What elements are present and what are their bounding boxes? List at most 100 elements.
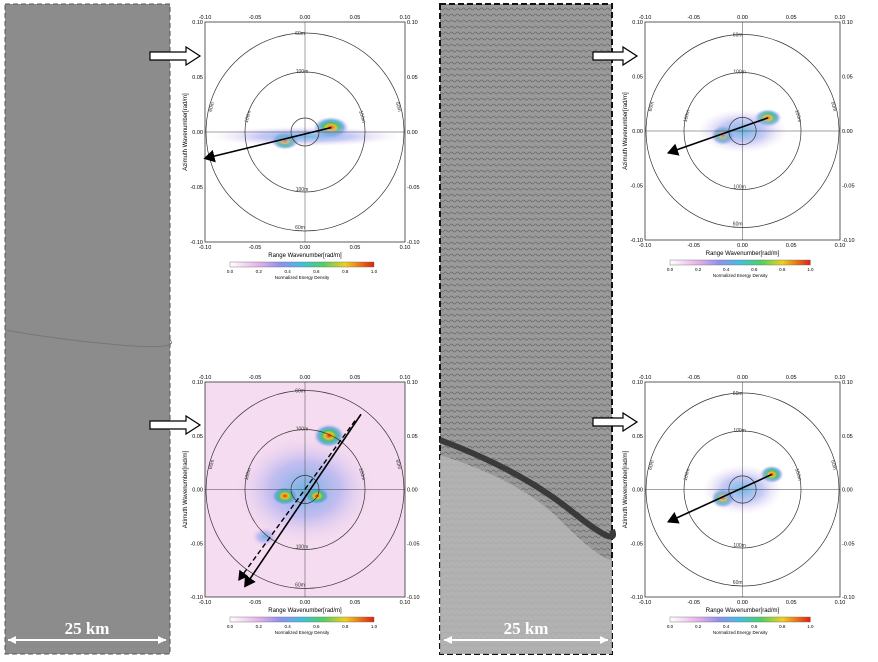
ring-label: 60m — [295, 31, 305, 37]
colorbar-tick: 0.2 — [256, 624, 263, 629]
colorbar-tick: 0.4 — [723, 267, 730, 272]
colorbar-tick: 0.4 — [723, 624, 730, 629]
y-tick-label: -0.05 — [842, 541, 855, 547]
ring-label: 100m — [733, 543, 746, 549]
x-axis-title: Range Wavenumber[rad/m] — [706, 608, 780, 614]
energy-blob — [271, 486, 299, 506]
y-tick-label: 0.00 — [632, 129, 643, 135]
colorbar-tick: 0.4 — [284, 269, 291, 274]
y-tick-label: 0.00 — [192, 130, 203, 136]
y-tick-label: -0.05 — [630, 541, 643, 547]
y-tick-label: 0.05 — [632, 75, 643, 81]
y-tick-label: 0.05 — [407, 75, 418, 81]
scale-label: 25 km — [65, 619, 110, 638]
y-tick-label: 0.10 — [407, 20, 418, 26]
y-tick-label: -0.05 — [630, 184, 643, 190]
x-tick-label: 0.00 — [737, 15, 748, 21]
x-tick-label: -0.05 — [687, 600, 700, 606]
x-tick-label: 0.00 — [300, 245, 311, 251]
y-axis-title: Azimuth Wavenumber[rad/m] — [623, 450, 629, 528]
colorbar — [670, 260, 810, 265]
x-axis-title: Range Wavenumber[rad/m] — [268, 608, 342, 614]
colorbar-tick: 1.0 — [807, 267, 814, 272]
x-tick-label: -0.05 — [687, 375, 700, 381]
x-tick-label: 0.05 — [786, 15, 797, 21]
y-tick-label: -0.05 — [842, 184, 855, 190]
x-tick-label: 0.00 — [737, 600, 748, 606]
y-tick-label: 0.00 — [407, 488, 418, 494]
x-tick-label: -0.05 — [249, 15, 262, 21]
y-tick-label: 0.10 — [842, 20, 853, 26]
colorbar-tick: 0.0 — [667, 267, 674, 272]
x-tick-label: 0.05 — [350, 375, 361, 381]
x-tick-label: 0.00 — [737, 243, 748, 249]
colorbar-tick: 0.0 — [227, 624, 234, 629]
x-tick-label: 0.00 — [737, 375, 748, 381]
y-tick-label: 0.05 — [407, 434, 418, 440]
ring-label: 100m — [296, 69, 309, 75]
x-axis-title: Range Wavenumber[rad/m] — [268, 253, 342, 259]
y-tick-label: 0.05 — [192, 434, 203, 440]
colorbar-tick: 0.6 — [313, 269, 320, 274]
x-tick-label: 0.00 — [300, 600, 311, 606]
y-tick-label: -0.10 — [190, 595, 203, 601]
y-axis-title: Azimuth Wavenumber[rad/m] — [623, 92, 629, 170]
y-tick-label: 0.10 — [407, 380, 418, 386]
x-tick-label: -0.05 — [687, 243, 700, 249]
colorbar-tick: 1.0 — [371, 624, 378, 629]
y-tick-label: 0.10 — [192, 380, 203, 386]
y-axis-title: Azimuth Wavenumber[rad/m] — [183, 450, 189, 528]
colorbar — [230, 617, 374, 622]
x-tick-label: 0.10 — [400, 245, 411, 251]
y-axis-title: Azimuth Wavenumber[rad/m] — [183, 93, 189, 171]
colorbar-tick: 0.8 — [342, 624, 349, 629]
colorbar-tick: 0.2 — [695, 267, 702, 272]
x-tick-label: 0.10 — [835, 243, 846, 249]
colorbar-tick: 0.2 — [256, 269, 263, 274]
sar-image — [5, 4, 170, 654]
y-tick-label: 0.10 — [842, 380, 853, 386]
y-tick-label: 0.00 — [407, 130, 418, 136]
x-tick-label: 0.05 — [350, 600, 361, 606]
y-tick-label: 0.05 — [842, 75, 853, 81]
figure: 25 km 25 km 60m60m60m60m100m100m100m100m… — [0, 0, 878, 657]
colorbar-tick: 0.0 — [227, 269, 234, 274]
ring-label: 60m — [733, 391, 743, 397]
ring-label: 100m — [733, 184, 746, 190]
ring-label: 60m — [733, 32, 743, 38]
x-axis-title: Range Wavenumber[rad/m] — [706, 251, 780, 257]
y-tick-label: 0.00 — [632, 488, 643, 494]
y-tick-label: 0.05 — [632, 434, 643, 440]
colorbar-title: Normalized Energy Density — [275, 275, 330, 280]
y-tick-label: 0.00 — [842, 129, 853, 135]
y-tick-label: 0.10 — [192, 20, 203, 26]
x-tick-label: 0.10 — [400, 600, 411, 606]
colorbar-tick: 0.8 — [779, 624, 786, 629]
colorbar-tick: 0.6 — [751, 267, 758, 272]
colorbar-tick: 1.0 — [371, 269, 378, 274]
spectrum-plot: 60m60m60m60m100m100m100m100m-0.10-0.10-0… — [183, 15, 420, 280]
x-tick-label: 0.00 — [300, 15, 311, 21]
x-tick-label: 0.05 — [786, 600, 797, 606]
colorbar-tick: 0.6 — [751, 624, 758, 629]
y-tick-label: -0.05 — [190, 541, 203, 547]
ring-label: 60m — [733, 580, 743, 586]
y-tick-label: 0.00 — [842, 488, 853, 494]
ring-label: 100m — [733, 70, 746, 76]
x-tick-label: 0.10 — [835, 600, 846, 606]
ring-label: 60m — [295, 583, 305, 589]
colorbar-tick: 0.8 — [342, 269, 349, 274]
colorbar-title: Normalized Energy Density — [713, 630, 768, 635]
y-tick-label: -0.05 — [407, 185, 420, 191]
y-tick-label: -0.05 — [190, 185, 203, 191]
x-tick-label: -0.05 — [687, 15, 700, 21]
y-tick-label: 0.10 — [632, 380, 643, 386]
x-tick-label: 0.05 — [786, 243, 797, 249]
x-tick-label: -0.05 — [249, 245, 262, 251]
colorbar — [230, 262, 374, 267]
y-tick-label: -0.10 — [630, 238, 643, 244]
y-tick-label: 0.10 — [632, 20, 643, 26]
colorbar-tick: 0.0 — [667, 624, 674, 629]
